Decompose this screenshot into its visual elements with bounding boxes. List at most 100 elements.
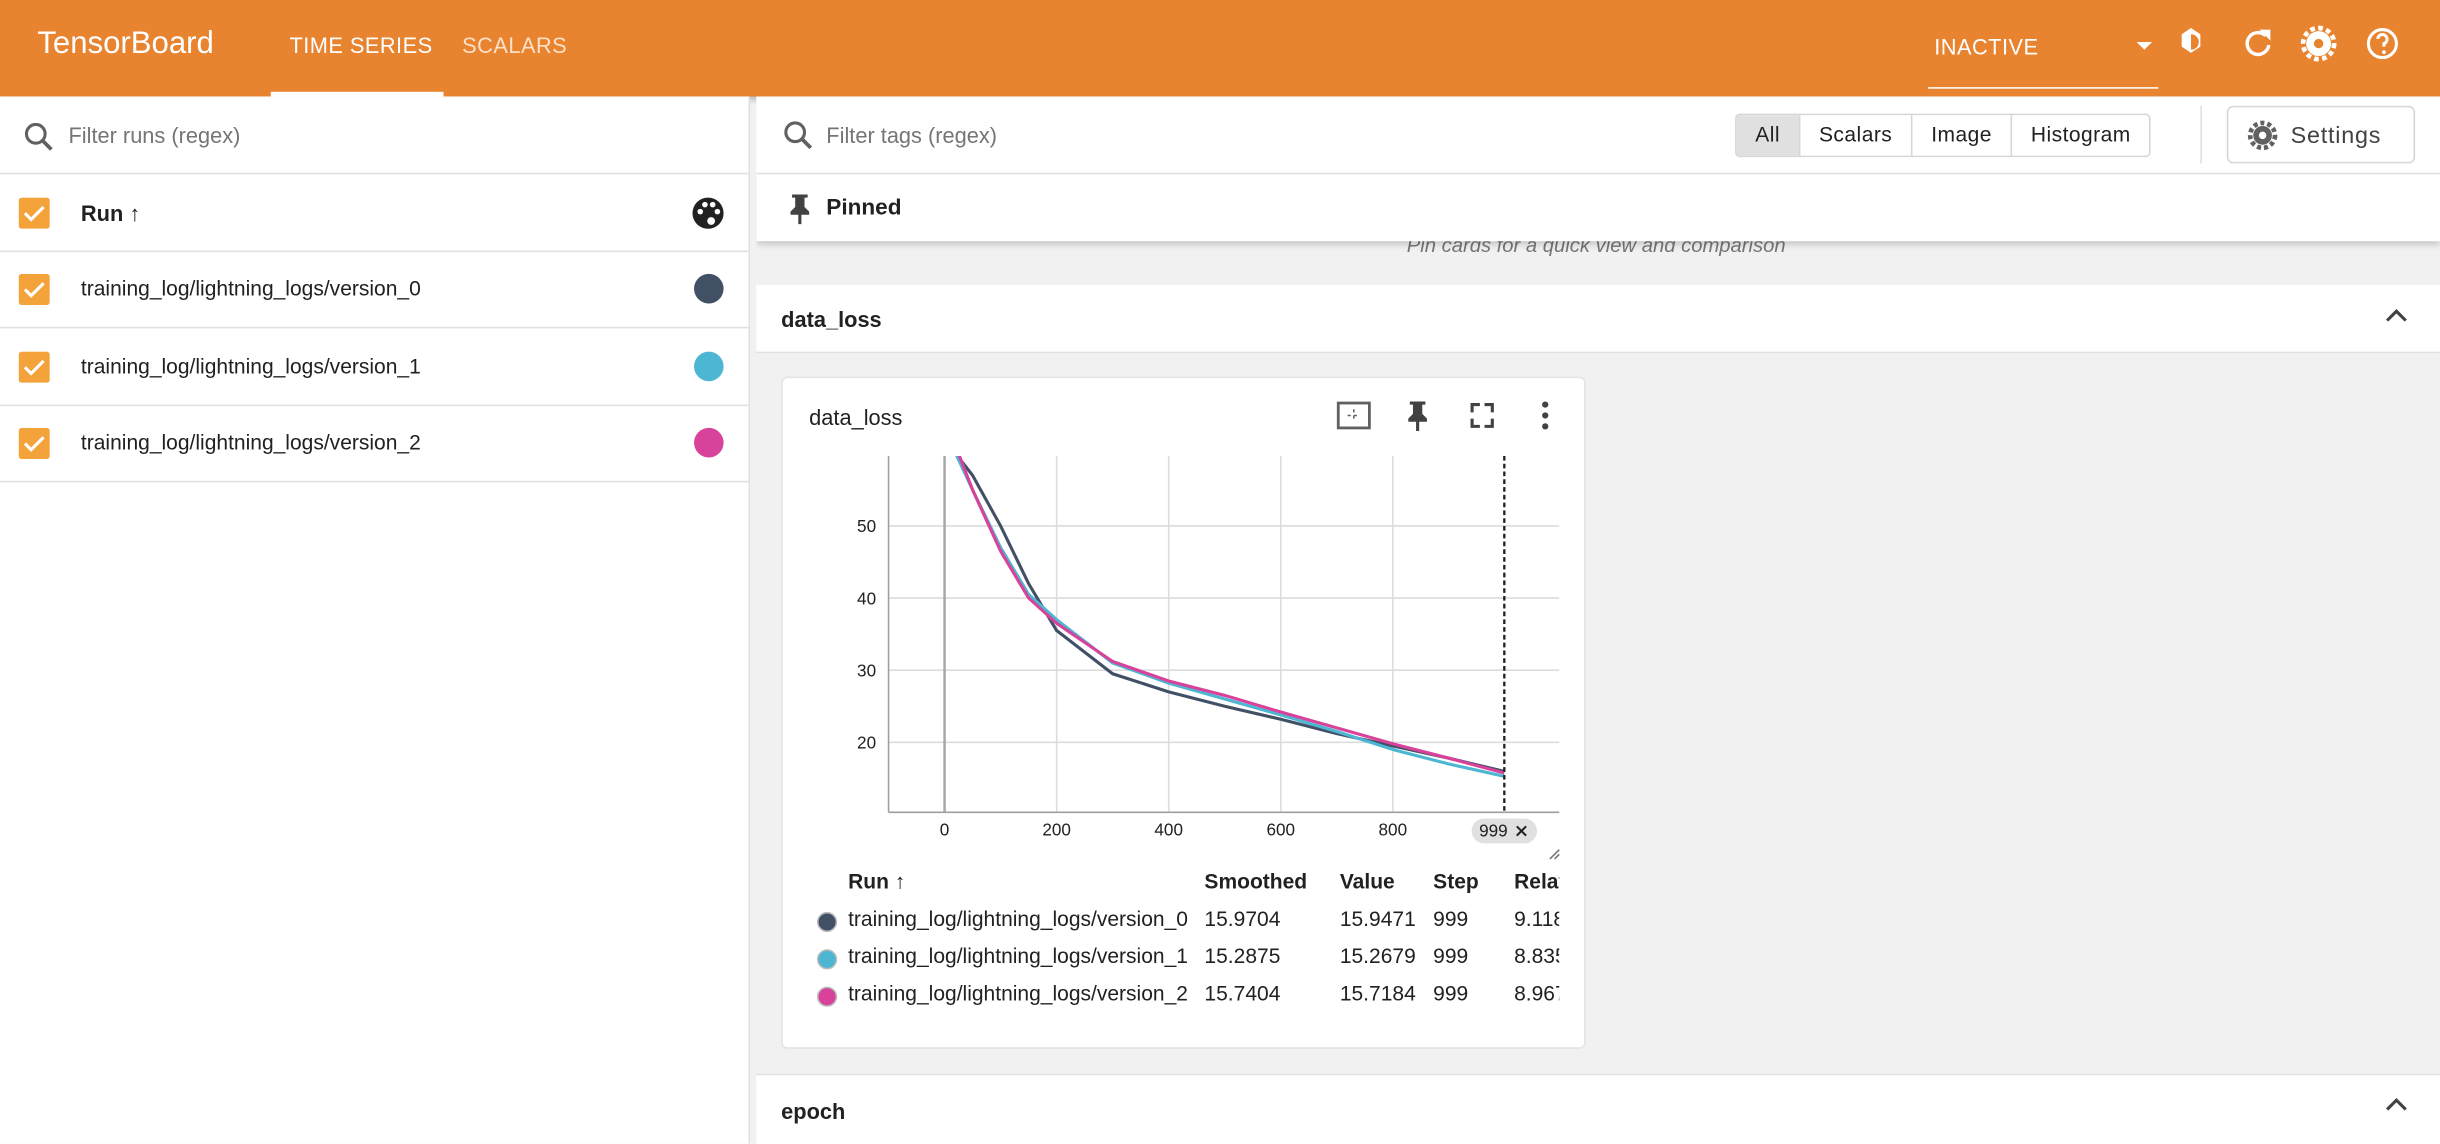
search-icon (784, 121, 813, 150)
run-name: training_log/lightning_logs/version_1 (80, 354, 421, 378)
table-cell: 8.967 (1514, 981, 1559, 1006)
table-header: Step (1433, 869, 1479, 894)
type-filter-button[interactable]: Image (1910, 115, 2011, 156)
type-filter-group: All Scalars Image Histogram (1735, 113, 2151, 158)
x-tick-label: 0 (940, 821, 950, 840)
series-line (955, 455, 1505, 778)
pinned-title: Pinned (826, 196, 902, 221)
group-header[interactable]: epoch (756, 1073, 2440, 1144)
card-title: data_loss (809, 404, 903, 430)
checkbox[interactable] (18, 350, 50, 383)
collapse-icon[interactable] (2384, 1094, 2409, 1116)
reload-icon[interactable] (2245, 29, 2271, 57)
reload-status[interactable]: INACTIVE (1934, 34, 2039, 60)
checkbox[interactable] (18, 197, 50, 229)
x-tick-label: 800 (1379, 821, 1408, 840)
table-cell: 15.7404 (1204, 981, 1281, 1006)
tags-filter-input[interactable]: Filter tags (regex) (826, 122, 998, 148)
y-tick-label: 30 (857, 661, 876, 680)
run-color-dot (816, 949, 838, 970)
table-cell: training_log/lightning_logs/version_2 (848, 981, 1188, 1006)
theme-icon[interactable] (2181, 28, 2201, 53)
table-cell: 15.9704 (1204, 907, 1281, 931)
dropdown-arrow[interactable] (2136, 42, 2153, 50)
hover-step-label: 999 (1479, 821, 1508, 840)
tab-underline (270, 91, 444, 97)
tag-toolbar: Filter tags (regex) All Scalars Image Histo… (756, 96, 2440, 175)
group-header[interactable]: data_loss (756, 284, 2440, 354)
group-title: epoch (781, 1098, 846, 1124)
run-color-dot (816, 986, 838, 1007)
search-icon (24, 122, 53, 151)
table-cell: 9.118 (1514, 907, 1559, 931)
tab[interactable]: SCALARS (462, 32, 568, 58)
pinned-section: Pin cards for a quick view and compariso… (756, 174, 2440, 283)
type-filter-button[interactable]: All (1736, 115, 1799, 156)
pin-icon (790, 194, 810, 225)
settings-icon (2247, 120, 2278, 151)
hover-step-close[interactable] (1516, 825, 1527, 837)
table-cell: 999 (1433, 944, 1469, 968)
header-icons (2136, 25, 2398, 62)
table-cell: 15.7184 (1339, 981, 1416, 1006)
hover-step-chip (1471, 818, 1538, 844)
checkbox-box (18, 273, 50, 305)
run-row: training_log/lightning_logs/version_0 (0, 251, 749, 329)
group-title: data_loss (781, 306, 882, 332)
runs-filter-input[interactable]: Filter runs (regex) (68, 122, 241, 148)
y-tick-label: 20 (857, 734, 876, 753)
divider (0, 172, 749, 175)
help-icon[interactable] (2366, 28, 2398, 60)
run-row: training_log/lightning_logs/version_2 (0, 405, 749, 483)
table-header: Smoothed (1204, 869, 1308, 894)
series-line (955, 455, 1505, 773)
table-header: Value (1339, 869, 1395, 894)
run-color[interactable] (694, 273, 724, 304)
scalar-card: data_loss 20 30 40 50 0 200 400 600 800 999 Run ↑… (781, 376, 1586, 1049)
run-name: training_log/lightning_logs/version_0 (80, 276, 421, 301)
type-filter-button[interactable]: Scalars (1798, 115, 1911, 156)
settings-label: Settings (2290, 122, 2382, 150)
run-name: training_log/lightning_logs/version_2 (80, 431, 421, 455)
x-tick-label: 200 (1042, 821, 1071, 840)
more-icon[interactable] (1542, 401, 1549, 430)
app-title: TensorBoard (37, 26, 214, 61)
series-line (957, 455, 1505, 775)
checkbox-box (18, 427, 50, 460)
checkmark (23, 436, 45, 452)
card-actions (1336, 401, 1549, 432)
line-chart: 20 30 40 50 0 200 400 600 800 999 (857, 455, 1560, 860)
table-cell: training_log/lightning_logs/version_1 (848, 944, 1188, 968)
checkmark (23, 282, 45, 298)
table-cell: 15.2875 (1204, 944, 1281, 968)
collapse-icon[interactable] (2384, 305, 2409, 327)
y-tick-label: 50 (857, 517, 876, 536)
settings-button[interactable]: Settings (2226, 105, 2416, 164)
settings-icon[interactable] (2300, 25, 2337, 62)
table-cell: 15.2679 (1339, 944, 1416, 968)
table-cell: 999 (1433, 907, 1469, 931)
run-color[interactable] (694, 427, 724, 458)
checkbox[interactable] (18, 273, 50, 305)
x-tick-label: 600 (1266, 821, 1295, 840)
checkbox-box (18, 350, 50, 383)
table-cell: 999 (1433, 981, 1469, 1006)
x-tick-label: 400 (1154, 821, 1183, 840)
y-tick-label: 40 (857, 589, 876, 608)
fullscreen-icon[interactable] (1470, 403, 1494, 428)
tab[interactable]: TIME SERIES (289, 32, 433, 58)
fit-domain-icon[interactable] (1336, 401, 1371, 430)
checkbox[interactable] (18, 427, 50, 460)
runs-sidebar: Filter runs (regex) Run ↑ training_log/l… (0, 96, 751, 1144)
pin-icon[interactable] (1408, 401, 1427, 432)
top-bar: TensorBoard TIME SERIES SCALARS INACTIVE (0, 0, 2440, 97)
table-cell: training_log/lightning_logs/version_0 (848, 907, 1188, 931)
type-filter-button[interactable]: Histogram (2010, 115, 2150, 156)
run-color[interactable] (694, 350, 724, 381)
palette-icon[interactable] (691, 196, 725, 230)
run-column-header[interactable]: Run ↑ (80, 200, 141, 226)
resize-handle (1549, 849, 1560, 860)
